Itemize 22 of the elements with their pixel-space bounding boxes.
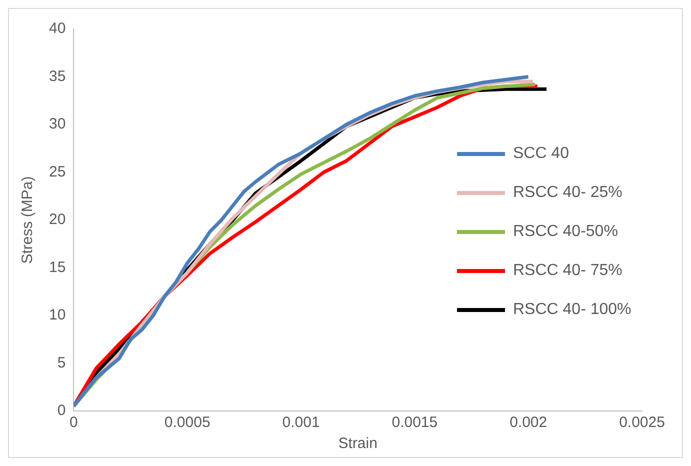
legend-label: RSCC 40-50% [513,222,618,240]
y-tick-label: 30 [48,116,66,133]
x-axis-title: Strain [338,435,378,452]
y-tick-label: 35 [48,68,66,85]
x-tick-label: 0.002 [510,414,548,432]
x-tick-label: 0.0015 [392,414,438,432]
y-tick-label: 15 [48,258,66,276]
y-tick-label: 40 [48,20,66,38]
y-tick-label: 25 [48,163,66,180]
y-axis-title: Stress (MPa) [19,176,36,264]
x-tick-label: 0.001 [282,414,320,432]
y-tick-label: 10 [48,306,66,324]
legend-label: RSCC 40- 75% [513,262,622,280]
x-tick-label: 0 [70,414,78,432]
legend-label: RSCC 40- 25% [513,184,622,202]
y-tick-label: 0 [57,402,66,420]
y-tick-label: 20 [48,211,66,228]
x-tick-label: 0.0005 [164,414,210,432]
x-tick-label: 0.0025 [619,414,665,432]
y-tick-label: 5 [57,354,66,372]
legend-label: RSCC 40- 100% [513,300,632,318]
legend-label: SCC 40 [513,144,570,162]
